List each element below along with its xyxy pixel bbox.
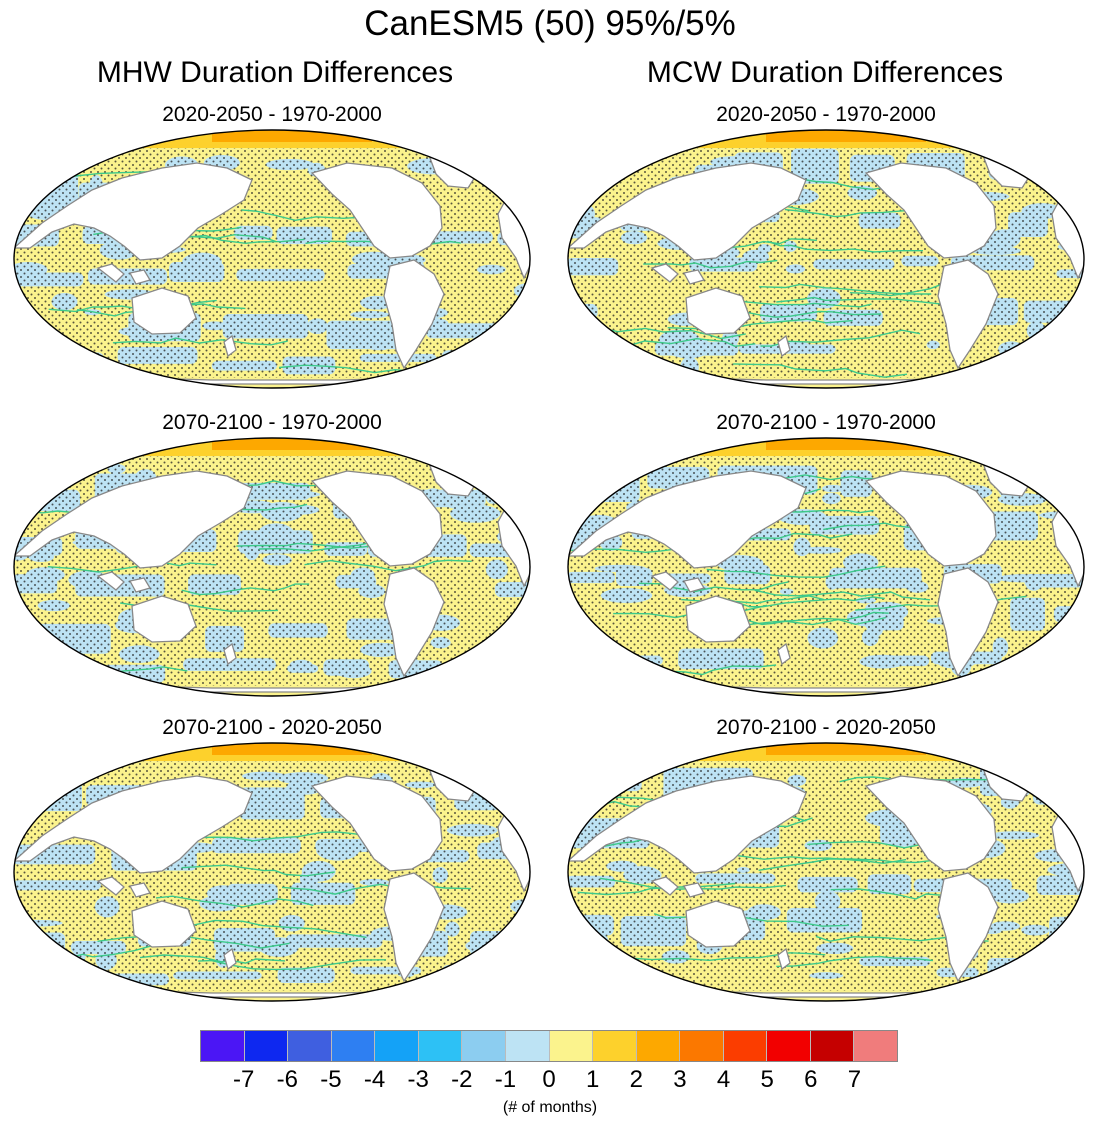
colorbar-swatch <box>505 1031 550 1061</box>
colorbar-tick-label: 2 <box>629 1066 643 1093</box>
colorbar-swatch <box>288 1031 332 1061</box>
colorbar-tick-label: -5 <box>320 1066 342 1093</box>
colorbar-swatch <box>549 1031 594 1061</box>
colorbar-swatch <box>854 1031 897 1061</box>
colorbar-swatch <box>723 1031 768 1061</box>
colorbar-tick-label: -6 <box>276 1066 298 1093</box>
colorbar-tick-label: -7 <box>232 1066 255 1093</box>
colorbar-swatch <box>201 1031 245 1061</box>
colorbar-swatch <box>636 1031 681 1061</box>
colorbar-tick-label: -4 <box>363 1066 386 1093</box>
colorbar-tick-label: 3 <box>673 1066 687 1093</box>
figure-title: CanESM5 (50) 95%/5% <box>364 4 736 43</box>
colorbar-tick-label: 1 <box>585 1066 600 1093</box>
map-mhw-2070-2100-vs-2020-2050 <box>13 742 531 1002</box>
panel-title-mhw-3: 2070-2100 - 2020-2050 <box>162 716 382 739</box>
colorbar-swatch <box>244 1031 289 1061</box>
panel-title-mhw-1: 2020-2050 - 1970-2000 <box>162 103 382 126</box>
colorbar-tick-label: 5 <box>760 1066 774 1093</box>
map-mcw-2020-2050-vs-1970-2000 <box>567 129 1085 389</box>
colorbar-tick-label: 4 <box>716 1066 731 1093</box>
colorbar-tick-label: -1 <box>494 1066 517 1093</box>
panel-title-mcw-2: 2070-2100 - 1970-2000 <box>716 411 936 434</box>
colorbar-swatch <box>680 1031 724 1061</box>
panel-title-mhw-2: 2070-2100 - 1970-2000 <box>162 411 382 434</box>
column-title-mhw: MHW Duration Differences <box>96 56 454 89</box>
colorbar-tick-label: -2 <box>451 1066 473 1093</box>
colorbar-swatch <box>375 1031 419 1061</box>
colorbar-tick-label: -3 <box>407 1066 429 1093</box>
colorbar-swatch <box>593 1031 637 1061</box>
colorbar-swatch <box>810 1031 855 1061</box>
colorbar-tick-label: 7 <box>847 1066 862 1093</box>
colorbar-swatch <box>331 1031 376 1061</box>
colorbar-unit-label: (# of months) <box>502 1099 598 1116</box>
colorbar-tick-label: 0 <box>542 1066 556 1093</box>
colorbar-swatch <box>462 1031 506 1061</box>
colorbar-swatch <box>418 1031 463 1061</box>
map-mcw-2070-2100-vs-1970-2000 <box>567 437 1085 697</box>
colorbar-tick-label: 6 <box>804 1066 818 1093</box>
map-mhw-2020-2050-vs-1970-2000 <box>13 129 531 389</box>
column-title-mcw: MCW Duration Differences <box>646 56 1004 89</box>
colorbar <box>200 1030 898 1062</box>
map-mcw-2070-2100-vs-2020-2050 <box>567 742 1085 1002</box>
panel-title-mcw-3: 2070-2100 - 2020-2050 <box>716 716 936 739</box>
panel-title-mcw-1: 2020-2050 - 1970-2000 <box>716 103 936 126</box>
map-mhw-2070-2100-vs-1970-2000 <box>13 437 531 697</box>
colorbar-swatch <box>767 1031 811 1061</box>
